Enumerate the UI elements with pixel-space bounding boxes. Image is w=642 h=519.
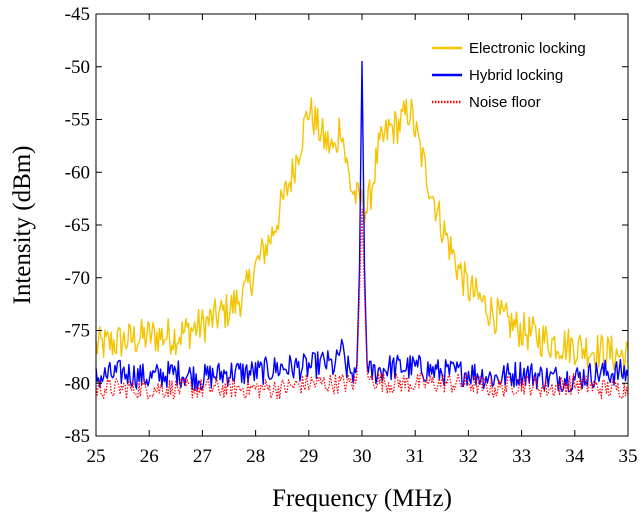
y-axis-title: Intensity (dBm) [9,145,36,304]
x-tick-label: 26 [140,446,159,467]
x-tick-label: 28 [246,446,265,467]
y-tick-label: -60 [65,162,90,183]
x-tick-label: 27 [193,446,212,467]
y-tick-label: -65 [65,215,90,236]
series-lines [95,60,629,400]
legend: Electronic locking Hybrid locking Noise fl… [432,40,586,111]
y-axis: -45 -50 -55 -60 -65 -70 -75 -80 -85 [65,4,628,447]
series-line-1 [95,97,629,375]
series-line-3 [95,208,629,400]
y-tick-label: -55 [65,110,90,131]
x-tick-label: 34 [565,446,585,467]
x-tick-label: 30 [353,446,372,467]
x-tick-label: 29 [299,446,318,467]
series-line-2 [95,60,629,393]
x-axis-title: Frequency (MHz) [272,485,452,512]
legend-label-1: Electronic locking [469,40,586,57]
y-tick-label: -85 [65,426,90,447]
legend-label-3: Noise floor [469,94,541,111]
x-tick-label: 25 [87,446,106,467]
x-tick-label: 31 [406,446,425,467]
legend-label-2: Hybrid locking [469,67,563,84]
y-tick-label: -50 [65,57,90,78]
x-axis: 25 26 27 28 29 30 31 32 33 34 35 [87,14,638,467]
x-tick-label: 32 [459,446,478,467]
x-tick-label: 33 [512,446,531,467]
y-tick-label: -70 [65,268,90,289]
x-tick-label: 35 [619,446,638,467]
y-tick-label: -75 [65,321,90,342]
y-tick-label: -45 [65,4,90,25]
y-tick-label: -80 [65,373,90,394]
